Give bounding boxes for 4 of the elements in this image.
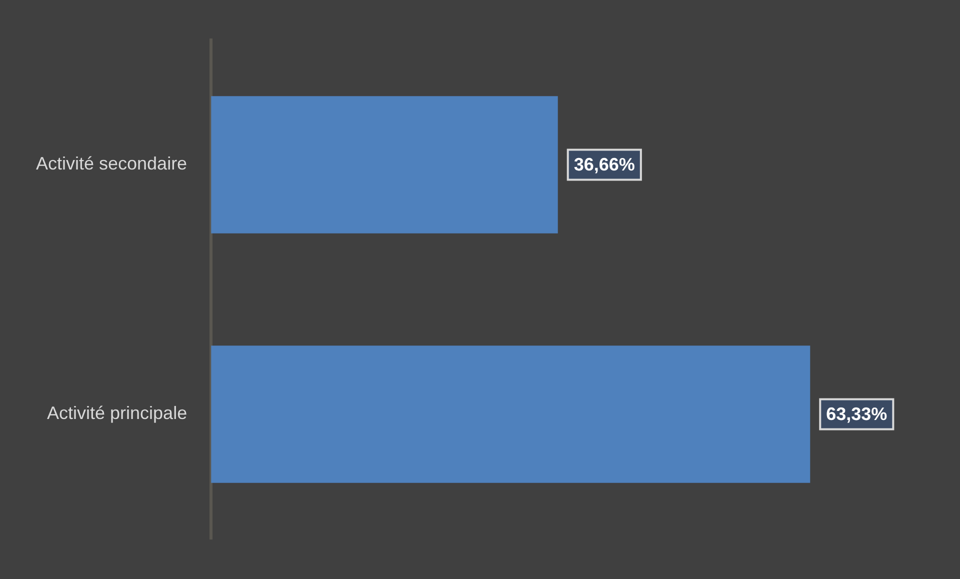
y-tick-label: Activité principale (47, 403, 188, 424)
data-label: 36,66% (574, 154, 635, 175)
data-label: 63,33% (826, 404, 888, 424)
y-tick-label: Activité secondaire (36, 154, 188, 174)
